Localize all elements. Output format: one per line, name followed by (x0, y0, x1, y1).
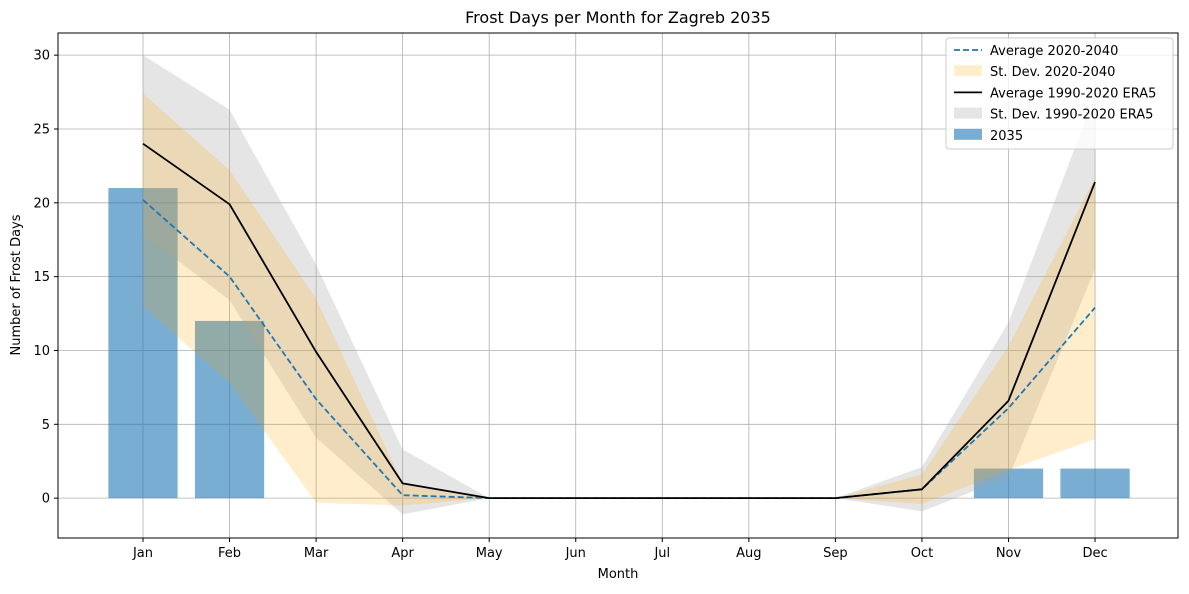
x-tick-label-jun: Jun (565, 546, 586, 561)
bar-2035-dec (1060, 468, 1130, 499)
chart-title: Frost Days per Month for Zagreb 2035 (465, 8, 771, 27)
y-tick-label-30: 30 (33, 49, 50, 64)
x-tick-label-nov: Nov (996, 546, 1022, 561)
average-1990-2020-era5-line (142, 142, 1096, 500)
legend-box (945, 37, 1174, 150)
legend-label-st-dev-2020-2040: St. Dev. 2020-2040 (990, 65, 1115, 80)
x-tick-label-jul: Jul (653, 546, 670, 561)
y-tick-label-25: 25 (33, 122, 50, 137)
x-tick-label-sep: Sep (823, 546, 848, 561)
legend-label-2035: 2035 (990, 129, 1023, 144)
x-tick-label-aug: Aug (736, 546, 761, 561)
x-axis-label: Month (598, 567, 639, 582)
bar-2035-jan (108, 188, 178, 499)
legend-swatch-st-dev-1990-2020-era5 (954, 107, 982, 119)
y-tick-label-5: 5 (42, 418, 50, 433)
x-tick-label-dec: Dec (1082, 546, 1107, 561)
legend: Average 2020-2040 St. Dev. 2020-2040 Avera… (945, 37, 1174, 150)
y-tick-label-20: 20 (33, 196, 50, 211)
y-axis-ticks: 0 5 10 15 20 25 30 (33, 49, 58, 507)
legend-swatch-2035 (954, 128, 982, 140)
y-tick-label-0: 0 (42, 492, 50, 507)
axes-border (57, 32, 1179, 539)
std-dev-band-2020-2040 (143, 93, 1095, 506)
axes-frame (57, 32, 1179, 539)
y-axis-label: Number of Frost Days (9, 214, 24, 355)
y-tick-label-15: 15 (33, 270, 50, 285)
bars-2035 (108, 188, 1130, 499)
legend-label-st-dev-1990-2020-era5: St. Dev. 1990-2020 ERA5 (990, 108, 1153, 123)
x-tick-label-mar: Mar (304, 546, 329, 561)
x-tick-label-feb: Feb (218, 546, 241, 561)
x-axis-ticks: Jan Feb Mar Apr May Jun Jul Aug Sep Oct Nov Dec (132, 538, 1108, 561)
x-tick-label-may: May (476, 546, 503, 561)
y-tick-label-10: 10 (33, 344, 50, 359)
legend-label-average-2020-2040: Average 2020-2040 (990, 44, 1118, 59)
average-lines (142, 142, 1096, 500)
legend-label-average-1990-2020-era5: Average 1990-2020 ERA5 (990, 86, 1156, 101)
bar-2035-feb (194, 320, 265, 499)
x-tick-label-apr: Apr (391, 546, 414, 561)
x-tick-label-jan: Jan (132, 546, 153, 561)
std-dev-band-era5 (143, 55, 1095, 515)
std-dev-bands (143, 55, 1095, 515)
legend-swatch-st-dev-2020-2040 (954, 65, 982, 77)
bar-2035-nov (973, 468, 1044, 499)
x-tick-label-oct: Oct (911, 546, 933, 561)
